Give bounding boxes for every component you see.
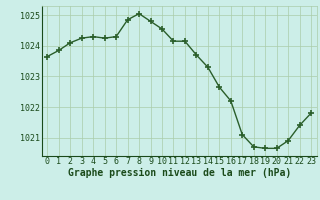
- X-axis label: Graphe pression niveau de la mer (hPa): Graphe pression niveau de la mer (hPa): [68, 168, 291, 178]
